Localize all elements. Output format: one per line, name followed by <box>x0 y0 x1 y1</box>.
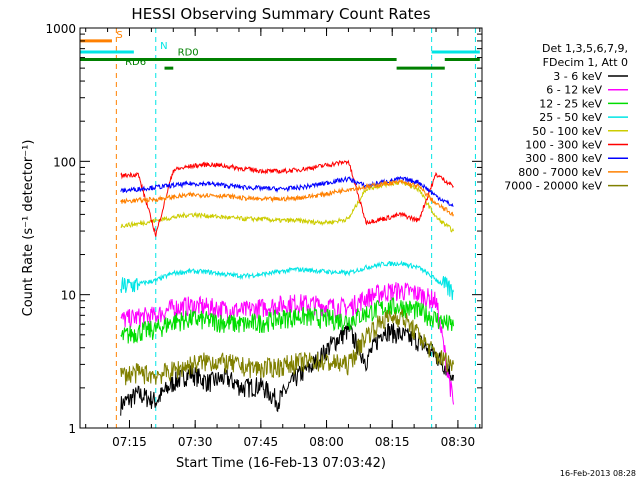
legend-label-4: 50 - 100 keV <box>532 125 602 138</box>
series-line-0 <box>120 322 454 416</box>
series-line-8 <box>120 308 454 386</box>
legend-label-5: 100 - 300 keV <box>525 139 602 152</box>
series-line-5 <box>120 159 454 237</box>
y-tick-label-1: 10 <box>61 289 76 303</box>
series-line-7 <box>120 178 454 217</box>
x-tick-label-1: 07:30 <box>178 435 213 449</box>
x-tick-label-0: 07:15 <box>112 435 147 449</box>
x-tick-label-5: 08:30 <box>441 435 476 449</box>
legend-header-line-2: FDecim 1, Att 0 <box>543 56 628 69</box>
legend-label-6: 300 - 800 keV <box>525 152 602 165</box>
series-line-2 <box>120 296 454 344</box>
annotation-rd6: RD6 <box>125 57 146 68</box>
footer-timestamp: 16-Feb-2013 08:28 <box>560 469 636 478</box>
legend-label-0: 3 - 6 keV <box>553 70 602 83</box>
annotation-n: N <box>160 41 167 52</box>
annotation-s: S <box>116 30 122 41</box>
y-tick-label-2: 100 <box>53 155 76 169</box>
series-line-6 <box>120 175 454 207</box>
legend: Det 1,3,5,6,7,9, FDecim 1, Att 0 3 - 6 k… <box>504 42 628 193</box>
x-tick-label-2: 07:45 <box>244 435 279 449</box>
x-tick-label-4: 08:15 <box>375 435 410 449</box>
legend-label-1: 6 - 12 keV <box>546 84 602 97</box>
x-axis-label: Start Time (16-Feb-13 07:03:42) <box>176 456 386 471</box>
annotation-rd0: RD0 <box>178 48 199 59</box>
legend-label-7: 800 - 7000 keV <box>518 166 602 179</box>
x-tick-label-3: 08:00 <box>309 435 344 449</box>
legend-label-2: 12 - 25 keV <box>539 97 602 110</box>
y-axis-label: Count Rate (s⁻¹ detector⁻¹) <box>21 140 36 317</box>
y-tick-label-0: 1 <box>68 422 76 436</box>
plot-frame <box>79 27 483 429</box>
plot-marks: S N RD0 RD6 <box>80 28 480 428</box>
chart-title: HESSI Observing Summary Count Rates <box>131 5 430 23</box>
legend-label-3: 25 - 50 keV <box>539 111 602 124</box>
series-line-3 <box>120 260 454 301</box>
axes: 07:15 07:30 07:45 08:00 08:15 08:30 1 10 100 1000 <box>45 22 482 449</box>
legend-label-8: 7000 - 20000 keV <box>504 180 602 193</box>
y-tick-label-3: 1000 <box>45 22 76 36</box>
legend-header-line-1: Det 1,3,5,6,7,9, <box>542 42 628 55</box>
